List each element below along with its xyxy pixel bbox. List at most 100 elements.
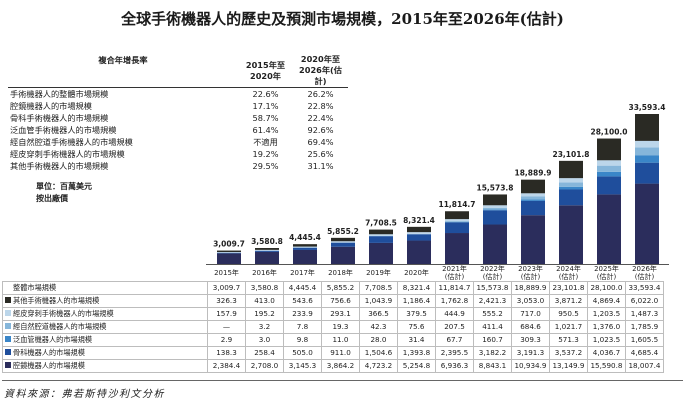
- bar-segment: [407, 240, 431, 264]
- value-cell: 3,145.3: [283, 359, 322, 373]
- bar-segment: [255, 248, 279, 250]
- cagr-row-2020-2026: 22.4%: [307, 113, 334, 123]
- legend-swatch: [5, 362, 11, 368]
- bar-segment: [597, 171, 621, 177]
- price-basis-line: 按出廠價: [36, 194, 68, 203]
- bar-total-label: 15,573.8: [476, 183, 513, 192]
- units-line: 單位：百萬美元: [36, 182, 92, 191]
- value-cell: 1,376.0: [587, 320, 626, 334]
- cagr-row: 手術機器人的整體市場規模 22.6% 26.2%: [8, 88, 348, 101]
- bar-segment: [635, 183, 659, 264]
- cagr-header-col2-line2: 2026年(估計): [299, 65, 342, 86]
- cagr-header-col1: 2015年至 2020年: [238, 54, 293, 88]
- value-cell: 756.6: [321, 294, 360, 308]
- cagr-row-2020-2026: 25.6%: [307, 149, 334, 159]
- bar-segment: [331, 241, 355, 243]
- bar-segment: [521, 200, 545, 216]
- cagr-header-label: 複合年增長率: [98, 55, 148, 65]
- value-cell: 1,186.4: [397, 294, 436, 308]
- year-header: 2024年 (估計): [556, 265, 581, 281]
- bar-segment: [559, 189, 583, 206]
- bar-total-label: 11,814.7: [438, 200, 475, 209]
- series-label-cell: 其他手術機器人的市場規模: [2, 294, 208, 308]
- value-cell: —: [207, 320, 246, 334]
- bar-segment: [255, 251, 279, 264]
- year-header: 2016年: [252, 269, 277, 277]
- bar-total-label: 28,100.0: [590, 128, 627, 137]
- value-cell: 207.5: [435, 320, 474, 334]
- value-cell: 4,036.7: [587, 346, 626, 360]
- legend-swatch: [5, 336, 11, 342]
- value-cell: 911.0: [321, 346, 360, 360]
- bar-segment: [369, 242, 393, 264]
- value-cell: 157.9: [207, 307, 246, 321]
- cagr-header-col2-line1: 2020年至: [300, 54, 341, 64]
- value-cell: 505.0: [283, 346, 322, 360]
- bar-total-label: 4,445.4: [289, 233, 321, 242]
- value-cell: 1,023.5: [587, 333, 626, 347]
- value-cell: 571.3: [549, 333, 588, 347]
- value-cell: 413.0: [245, 294, 284, 308]
- value-cell: 2,421.3: [473, 294, 512, 308]
- cagr-header-col1-line2: 2020年: [250, 70, 281, 81]
- bar-segment: [407, 226, 431, 233]
- value-cell: 3,537.2: [549, 346, 588, 360]
- series-label: 泛血管機器人的市場規模: [13, 335, 93, 344]
- value-cell: 3,191.3: [511, 346, 550, 360]
- bar-segment: [331, 242, 355, 247]
- value-cell: 13,149.9: [549, 359, 588, 373]
- bar-segment: [521, 179, 545, 194]
- value-cell: 3,009.7: [207, 281, 246, 295]
- value-cell: 11,814.7: [435, 281, 474, 295]
- bar-segment: [521, 215, 545, 264]
- bar-total-label: 5,855.2: [327, 227, 359, 236]
- value-cell: 5,855.2: [321, 281, 360, 295]
- value-cell: 3.2: [245, 320, 284, 334]
- bar-total-label: 33,593.4: [628, 103, 665, 112]
- value-cell: 233.9: [283, 307, 322, 321]
- year-header: 2019年: [366, 269, 391, 277]
- value-cell: 1,043.9: [359, 294, 398, 308]
- cagr-row-2015-2020: 19.2%: [252, 149, 279, 159]
- bar-segment: [521, 193, 545, 197]
- value-cell: 4,723.2: [359, 359, 398, 373]
- year-header: 2025年 (估計): [594, 265, 619, 281]
- series-label-cell: 經皮穿刺手術機器人的市場規模: [2, 307, 208, 321]
- year-header: 2023年 (估計): [518, 265, 543, 281]
- value-cell: 4,445.4: [283, 281, 322, 295]
- bar-segment: [217, 253, 241, 264]
- bar-segment: [635, 147, 659, 156]
- bar-segment: [293, 244, 317, 247]
- value-cell: 75.6: [397, 320, 436, 334]
- year-header: 2015年: [214, 269, 239, 277]
- bar-segment: [597, 138, 621, 161]
- bar-segment: [559, 160, 583, 179]
- cagr-row: 骨科手術機器人的市場規模 58.7% 22.4%: [8, 112, 348, 124]
- cagr-header-col2: 2020年至 2026年(估計): [293, 54, 348, 88]
- value-cell: 3.0: [245, 333, 284, 347]
- bar-segment: [635, 113, 659, 141]
- cagr-row-2020-2026: 92.6%: [307, 125, 334, 135]
- value-cell: 23,101.8: [549, 281, 588, 295]
- value-cell: 6,936.3: [435, 359, 474, 373]
- cagr-row-2020-2026: 69.4%: [307, 137, 334, 147]
- value-cell: 18,889.9: [511, 281, 550, 295]
- bar-segment: [255, 250, 279, 252]
- value-cell: 444.9: [435, 307, 474, 321]
- value-cell: 2.9: [207, 333, 246, 347]
- cagr-row-2015-2020: 61.4%: [252, 125, 279, 135]
- value-cell: 1,762.8: [435, 294, 474, 308]
- cagr-row-2015-2020: 17.1%: [252, 101, 279, 111]
- legend-swatch: [5, 284, 11, 290]
- data-table-corner: [3, 265, 208, 282]
- value-cell: 19.3: [321, 320, 360, 334]
- value-cell: 3,580.8: [245, 281, 284, 295]
- bar-segment: [217, 250, 241, 253]
- series-label-cell: 經自然腔道機器人的市場規模: [2, 320, 208, 334]
- bar-segment: [445, 233, 469, 264]
- bar-segment: [483, 205, 507, 208]
- bar-segment: [559, 205, 583, 264]
- cagr-row-label: 經自然腔道手術機器人的市場規模: [10, 137, 133, 147]
- bar-total-label: 8,321.4: [403, 216, 435, 225]
- value-cell: 42.3: [359, 320, 398, 334]
